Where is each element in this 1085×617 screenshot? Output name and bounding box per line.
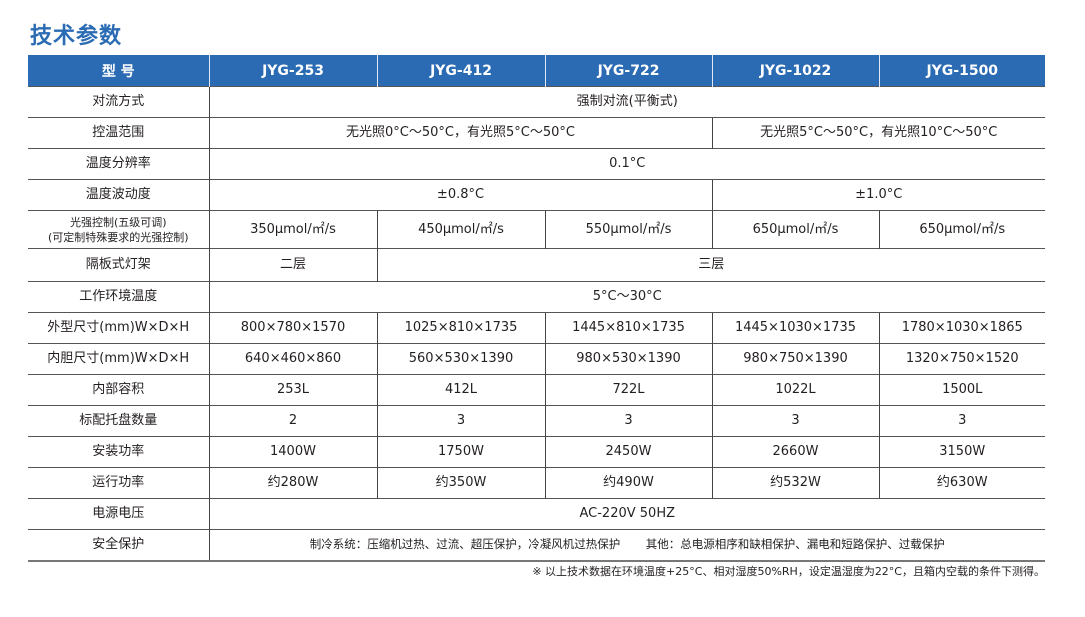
spec-table: 型 号 JYG-253 JYG-412 JYG-722 JYG-1022 JYG… xyxy=(28,55,1045,562)
cell: 2450W xyxy=(544,436,712,468)
table-row: 工作环境温度 5°C～30°C xyxy=(28,281,1045,313)
header-cell: JYG-253 xyxy=(208,55,377,87)
row-label: 对流方式 xyxy=(28,86,209,118)
label-line: (可定制特殊要求的光强控制) xyxy=(47,230,189,244)
cell: 三层 xyxy=(376,248,1045,282)
row-label: 安装功率 xyxy=(28,436,209,468)
cell: 1445×810×1735 xyxy=(544,312,712,344)
header-cell: JYG-722 xyxy=(544,55,712,87)
header-cell: JYG-1500 xyxy=(878,55,1045,87)
table-row: 对流方式 强制对流(平衡式) xyxy=(28,86,1045,118)
cell: 0.1°C xyxy=(208,148,1045,180)
table-row: 温度波动度 ±0.8°C ±1.0°C xyxy=(28,179,1045,211)
row-label: 隔板式灯架 xyxy=(28,248,209,282)
cell: 450μmol/㎡/s xyxy=(376,210,545,249)
cell: 3150W xyxy=(878,436,1045,468)
row-label: 外型尺寸(mm)W×D×H xyxy=(28,312,209,344)
row-label: 安全保护 xyxy=(28,529,209,562)
table-row: 隔板式灯架 二层 三层 xyxy=(28,248,1045,282)
row-label: 电源电压 xyxy=(28,498,209,530)
table-row: 内胆尺寸(mm)W×D×H 640×460×860 560×530×1390 980×… xyxy=(28,343,1045,375)
cell: 无光照5°C～50°C，有光照10°C～50°C xyxy=(711,117,1045,149)
cell: 1500L xyxy=(878,374,1045,406)
cell: 1400W xyxy=(208,436,377,468)
table-row: 控温范围 无光照0°C～50°C，有光照5°C～50°C 无光照5°C～50°C，有… xyxy=(28,117,1045,149)
cell: 722L xyxy=(544,374,712,406)
table-row: 光强控制(五级可调) (可定制特殊要求的光强控制) 350μmol/㎡/s 450μ… xyxy=(28,210,1045,249)
page-title: 技术参数 xyxy=(30,24,123,49)
cell: 980×750×1390 xyxy=(711,343,879,375)
cell: 650μmol/㎡/s xyxy=(878,210,1045,249)
cell: 3 xyxy=(544,405,712,437)
cell: 无光照0°C～50°C，有光照5°C～50°C xyxy=(208,117,712,149)
header-row: 型 号 JYG-253 JYG-412 JYG-722 JYG-1022 JYG… xyxy=(28,55,1045,87)
cell: 3 xyxy=(878,405,1045,437)
cell: ±0.8°C xyxy=(208,179,712,211)
header-cell: JYG-412 xyxy=(376,55,545,87)
cell: 560×530×1390 xyxy=(376,343,545,375)
table-row: 外型尺寸(mm)W×D×H 800×780×1570 1025×810×1735 14… xyxy=(28,312,1045,344)
cell: 约350W xyxy=(376,467,545,499)
cell: 550μmol/㎡/s xyxy=(544,210,712,249)
footnote: ※ 以上技术数据在环境温度+25°C、相对湿度50%RH，设定温湿度为22°C，… xyxy=(532,565,1045,578)
cell: 强制对流(平衡式) xyxy=(208,86,1045,118)
table-row: 电源电压 AC-220V 50HZ xyxy=(28,498,1045,530)
cell: ±1.0°C xyxy=(711,179,1045,211)
cell: 1750W xyxy=(376,436,545,468)
cell: 约280W xyxy=(208,467,377,499)
table-row: 安装功率 1400W 1750W 2450W 2660W 3150W xyxy=(28,436,1045,468)
header-cell: 型 号 xyxy=(28,55,209,87)
row-label: 运行功率 xyxy=(28,467,209,499)
cell: 约490W xyxy=(544,467,712,499)
table-row: 安全保护 制冷系统：压缩机过热、过流、超压保护，冷凝风机过热保护 其他：总电源相序… xyxy=(28,529,1045,562)
table-row: 内部容积 253L 412L 722L 1022L 1500L xyxy=(28,374,1045,406)
safety-refrigeration: 制冷系统：压缩机过热、过流、超压保护，冷凝风机过热保护 xyxy=(309,537,621,552)
cell: 650μmol/㎡/s xyxy=(711,210,879,249)
cell: 制冷系统：压缩机过热、过流、超压保护，冷凝风机过热保护 其他：总电源相序和缺相保… xyxy=(208,529,1045,562)
header-cell: JYG-1022 xyxy=(711,55,879,87)
table-row: 运行功率 约280W 约350W 约490W 约532W 约630W xyxy=(28,467,1045,499)
row-label: 工作环境温度 xyxy=(28,281,209,313)
label-line: 光强控制(五级可调) xyxy=(69,215,167,229)
cell: 253L xyxy=(208,374,377,406)
cell: 350μmol/㎡/s xyxy=(208,210,377,249)
cell: 二层 xyxy=(208,248,377,282)
cell: 5°C～30°C xyxy=(208,281,1045,313)
cell: 640×460×860 xyxy=(208,343,377,375)
table-row: 标配托盘数量 2 3 3 3 3 xyxy=(28,405,1045,437)
cell: 约630W xyxy=(878,467,1045,499)
cell: 1320×750×1520 xyxy=(878,343,1045,375)
cell: 980×530×1390 xyxy=(544,343,712,375)
cell: 3 xyxy=(711,405,879,437)
cell: 约532W xyxy=(711,467,879,499)
cell: AC-220V 50HZ xyxy=(208,498,1045,530)
row-label: 温度分辨率 xyxy=(28,148,209,180)
row-label: 内部容积 xyxy=(28,374,209,406)
row-label: 光强控制(五级可调) (可定制特殊要求的光强控制) xyxy=(28,210,209,249)
cell: 1780×1030×1865 xyxy=(878,312,1045,344)
cell: 1025×810×1735 xyxy=(376,312,545,344)
table-row: 温度分辨率 0.1°C xyxy=(28,148,1045,180)
cell: 2660W xyxy=(711,436,879,468)
cell: 412L xyxy=(376,374,545,406)
cell: 1022L xyxy=(711,374,879,406)
row-label: 标配托盘数量 xyxy=(28,405,209,437)
cell: 3 xyxy=(376,405,545,437)
cell: 800×780×1570 xyxy=(208,312,377,344)
row-label: 控温范围 xyxy=(28,117,209,149)
cell: 2 xyxy=(208,405,377,437)
row-label: 内胆尺寸(mm)W×D×H xyxy=(28,343,209,375)
row-label: 温度波动度 xyxy=(28,179,209,211)
cell: 1445×1030×1735 xyxy=(711,312,879,344)
safety-other: 其他：总电源相序和缺相保护、漏电和短路保护、过载保护 xyxy=(645,537,945,552)
